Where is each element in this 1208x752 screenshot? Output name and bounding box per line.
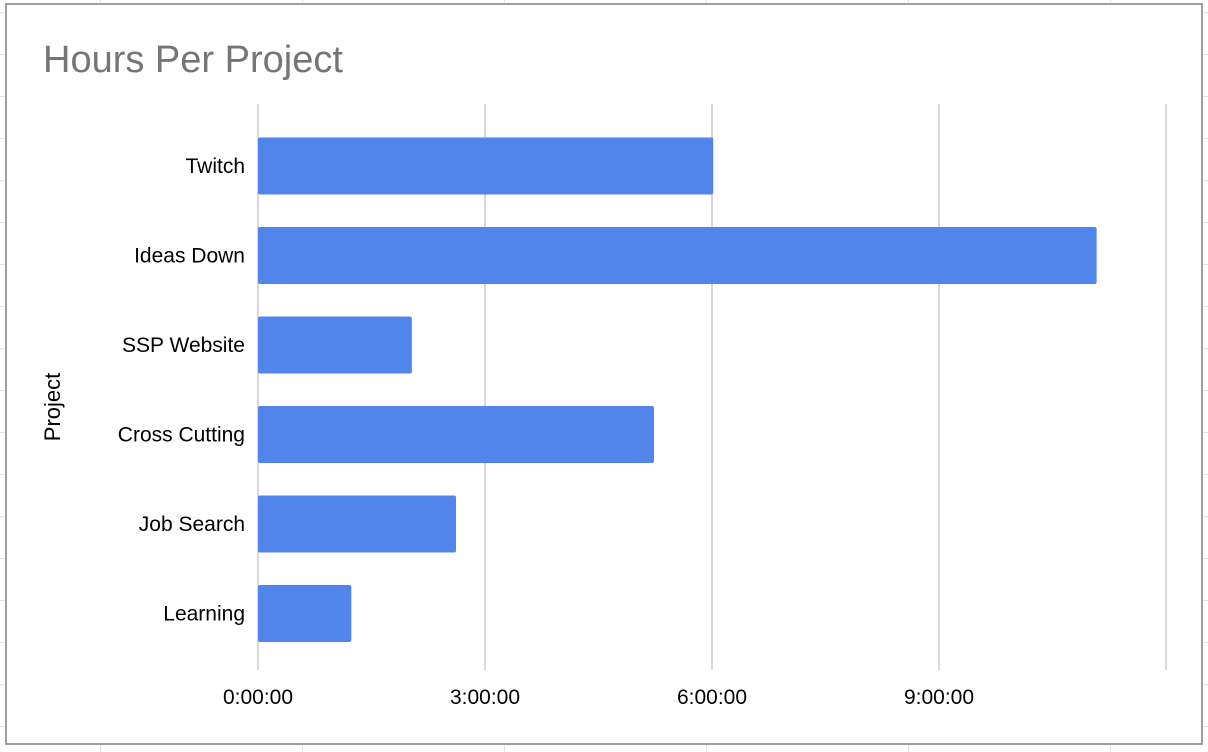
y-axis-title: Project — [40, 373, 65, 441]
x-tick-label: 6:00:00 — [677, 686, 747, 709]
category-label: Twitch — [185, 155, 245, 178]
category-label: Learning — [163, 603, 245, 626]
x-tick-label: 3:00:00 — [450, 686, 520, 709]
gridlines — [257, 104, 1167, 670]
x-axis-ticks: 0:00:00 3:00:00 6:00:00 9:00:00 — [223, 686, 974, 709]
x-tick-label: 9:00:00 — [904, 686, 974, 709]
bar[interactable] — [258, 406, 654, 463]
category-label: Ideas Down — [134, 245, 245, 268]
x-tick-label: 0:00:00 — [223, 686, 293, 709]
category-label: Job Search — [139, 513, 245, 536]
y-axis-categories: Twitch Ideas Down SSP Website Cross Cutting… — [118, 155, 245, 626]
bar[interactable] — [258, 495, 456, 553]
chart-container[interactable]: Hours Per Project — [5, 3, 1203, 745]
category-label: SSP Website — [122, 334, 245, 357]
bar[interactable] — [258, 585, 352, 642]
bars — [258, 137, 1097, 642]
category-label: Cross Cutting — [118, 424, 245, 447]
chart-title: Hours Per Project — [43, 39, 343, 81]
bar[interactable] — [258, 316, 412, 374]
bar[interactable] — [258, 137, 714, 195]
bar[interactable] — [258, 227, 1097, 284]
